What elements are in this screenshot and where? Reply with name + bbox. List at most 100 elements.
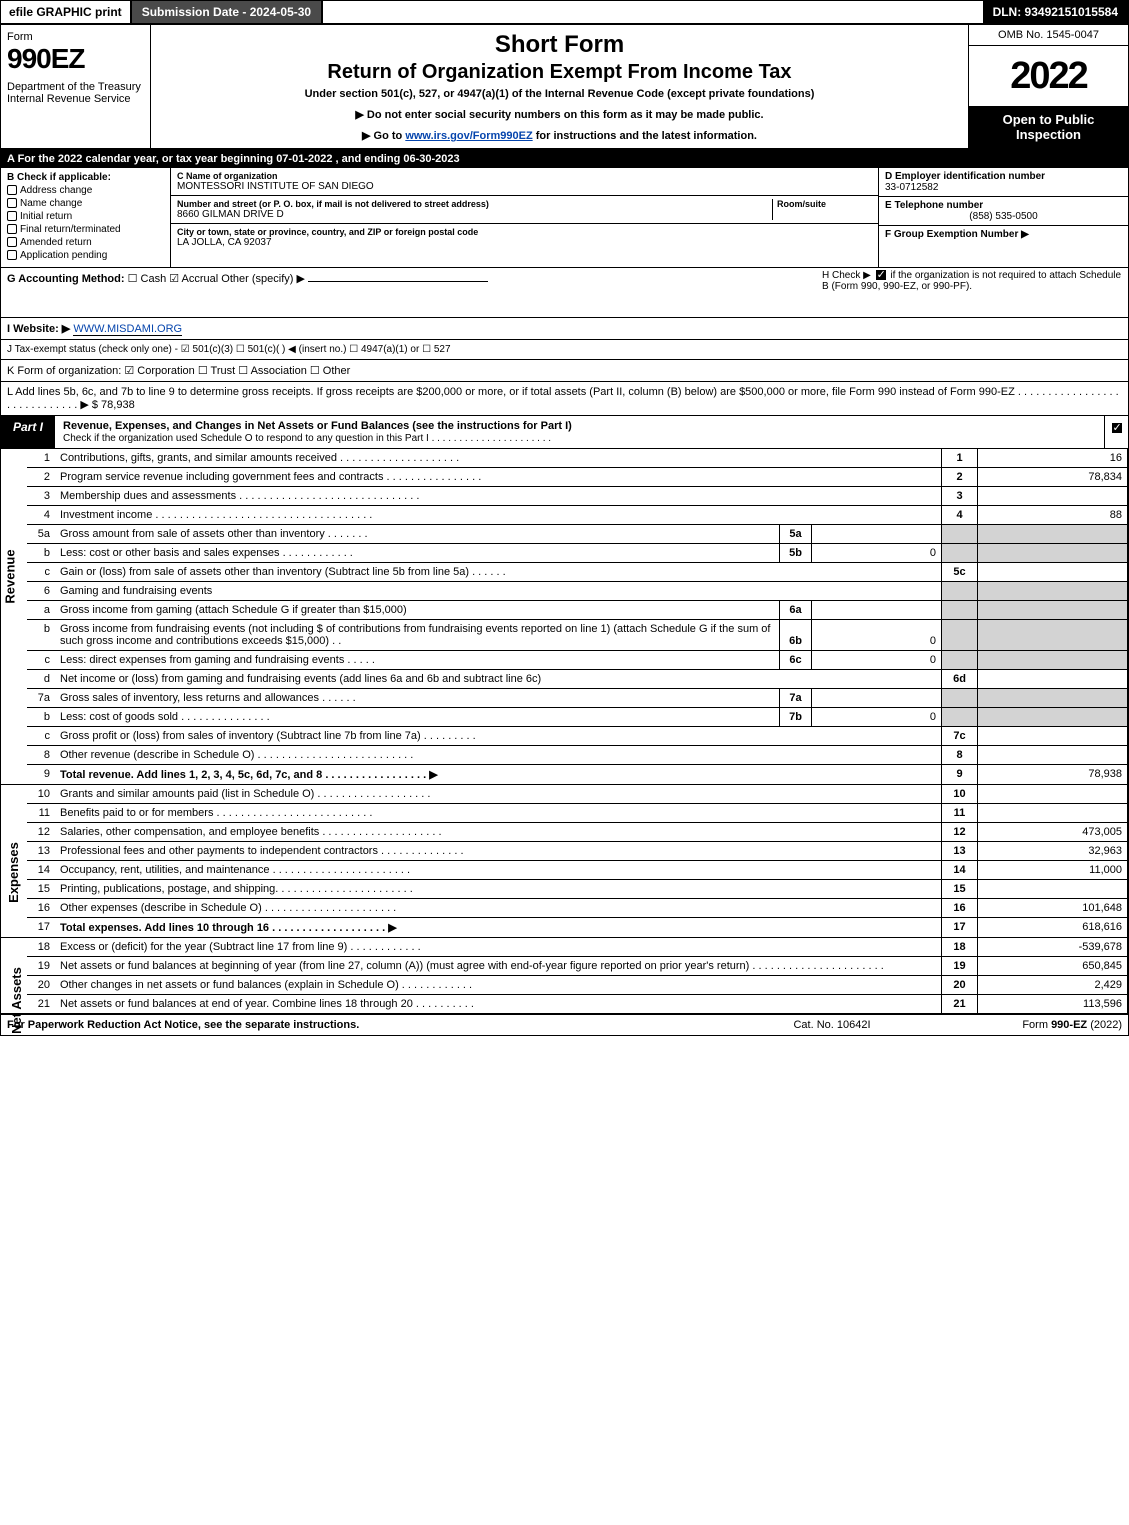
line-16: 16Other expenses (describe in Schedule O… [1,899,1128,918]
ln-amt [978,727,1128,746]
side-revenue: Revenue [1,449,27,785]
grey-cell [978,544,1128,563]
checkbox-icon [7,250,17,260]
ln-num: 12 [27,823,55,842]
ln-desc: Excess or (deficit) for the year (Subtra… [55,938,942,957]
subtitle-1: Under section 501(c), 527, or 4947(a)(1)… [161,88,958,100]
l17-bold: Total expenses. Add lines 10 through 16 … [60,922,397,934]
ln-box: 12 [942,823,978,842]
ln-num: 11 [27,804,55,823]
ln-box: 20 [942,976,978,995]
side-netassets-label: Net Assets [9,967,24,1034]
c-label: C Name of organization [177,171,872,181]
part1-check [1104,416,1128,448]
line-6b: bGross income from fundraising events (n… [1,620,1128,651]
line-5c: cGain or (loss) from sale of assets othe… [1,563,1128,582]
ln-desc: Other expenses (describe in Schedule O) … [55,899,942,918]
chk-application-pending[interactable]: Application pending [7,250,164,261]
ln-num: 20 [27,976,55,995]
city-value: LA JOLLA, CA 92037 [177,237,872,248]
spacer [323,1,982,23]
line-13: 13Professional fees and other payments t… [1,842,1128,861]
ln-num: 18 [27,938,55,957]
line-12: 12Salaries, other compensation, and empl… [1,823,1128,842]
line-6: 6Gaming and fundraising events [1,582,1128,601]
tax-year: 2022 [969,46,1128,106]
ln-desc: Less: cost or other basis and sales expe… [55,544,780,563]
sub2b-pre: ▶ Go to [362,130,405,142]
website-link[interactable]: WWW.MISDAMI.ORG [73,323,182,336]
footer-r-bold: 990-EZ [1051,1019,1087,1031]
part1-table: Revenue 1 Contributions, gifts, grants, … [1,449,1128,1014]
chk-final-return[interactable]: Final return/terminated [7,224,164,235]
sub-amt: 0 [812,708,942,727]
ln-desc: Contributions, gifts, grants, and simila… [55,449,942,468]
ln-desc: Salaries, other compensation, and employ… [55,823,942,842]
ln-amt [978,746,1128,765]
ln-amt [978,880,1128,899]
row-h-box: H Check ▶ if the organization is not req… [822,270,1122,292]
chk-label: Address change [20,185,92,196]
header-center: Short Form Return of Organization Exempt… [151,25,968,148]
ln-amt: 113,596 [978,995,1128,1014]
cell-phone: E Telephone number (858) 535-0500 [879,197,1128,226]
ln-desc: Total revenue. Add lines 1, 2, 3, 4, 5c,… [55,765,942,785]
ln-amt [978,670,1128,689]
grey-cell [942,651,978,670]
ln-box: 18 [942,938,978,957]
chk-name-change[interactable]: Name change [7,198,164,209]
line-5b: bLess: cost or other basis and sales exp… [1,544,1128,563]
line-8: 8Other revenue (describe in Schedule O) … [1,746,1128,765]
room-block: Room/suite [772,199,872,220]
ln-num: a [27,601,55,620]
ln-desc: Benefits paid to or for members . . . . … [55,804,942,823]
part1-sub: Check if the organization used Schedule … [63,433,551,444]
chk-address-change[interactable]: Address change [7,185,164,196]
chk-initial-return[interactable]: Initial return [7,211,164,222]
ln-box: 15 [942,880,978,899]
chk-label: Name change [20,198,82,209]
ln-box: 8 [942,746,978,765]
checkbox-icon [7,198,17,208]
ln-box: 16 [942,899,978,918]
cell-org-name: C Name of organization MONTESSORI INSTIT… [171,168,878,196]
checkbox-icon [7,224,17,234]
line-15: 15Printing, publications, postage, and s… [1,880,1128,899]
ln-desc: Gain or (loss) from sale of assets other… [55,563,942,582]
subtitle-2b: ▶ Go to www.irs.gov/Form990EZ for instru… [161,129,958,142]
line-6d: dNet income or (loss) from gaming and fu… [1,670,1128,689]
line-9: 9Total revenue. Add lines 1, 2, 3, 4, 5c… [1,765,1128,785]
g-label: G Accounting Method: [7,273,125,285]
omb-number: OMB No. 1545-0047 [969,25,1128,46]
f-label: F Group Exemption Number ▶ [885,229,1122,240]
d-value: 33-0712582 [885,182,1122,193]
addr-label: Number and street (or P. O. box, if mail… [177,199,772,209]
ln-num: b [27,708,55,727]
line-20: 20Other changes in net assets or fund ba… [1,976,1128,995]
cell-group-exemption: F Group Exemption Number ▶ [879,226,1128,267]
ln-num: 13 [27,842,55,861]
ln-amt: 618,616 [978,918,1128,938]
side-net-assets: Net Assets [1,938,27,1014]
irs-link[interactable]: www.irs.gov/Form990EZ [405,130,532,142]
ln-desc: Less: cost of goods sold . . . . . . . .… [55,708,780,727]
chk-amended-return[interactable]: Amended return [7,237,164,248]
h-pre: H Check ▶ [822,270,874,281]
ln-box: 11 [942,804,978,823]
ln-amt: 32,963 [978,842,1128,861]
ln-num: 8 [27,746,55,765]
grey-cell [978,689,1128,708]
footer-center: Cat. No. 10642I [742,1019,922,1031]
ln-desc: Membership dues and assessments . . . . … [55,487,942,506]
ln-num: c [27,563,55,582]
inspection-badge: Open to Public Inspection [969,106,1128,148]
ln-desc: Program service revenue including govern… [55,468,942,487]
ln-num: 7a [27,689,55,708]
sub-amt [812,601,942,620]
ln-amt: 78,938 [978,765,1128,785]
ln-num: 10 [27,785,55,804]
ln-amt: -539,678 [978,938,1128,957]
ln-num: 17 [27,918,55,938]
ln-desc: Less: direct expenses from gaming and fu… [55,651,780,670]
addr-block: Number and street (or P. O. box, if mail… [177,199,772,220]
